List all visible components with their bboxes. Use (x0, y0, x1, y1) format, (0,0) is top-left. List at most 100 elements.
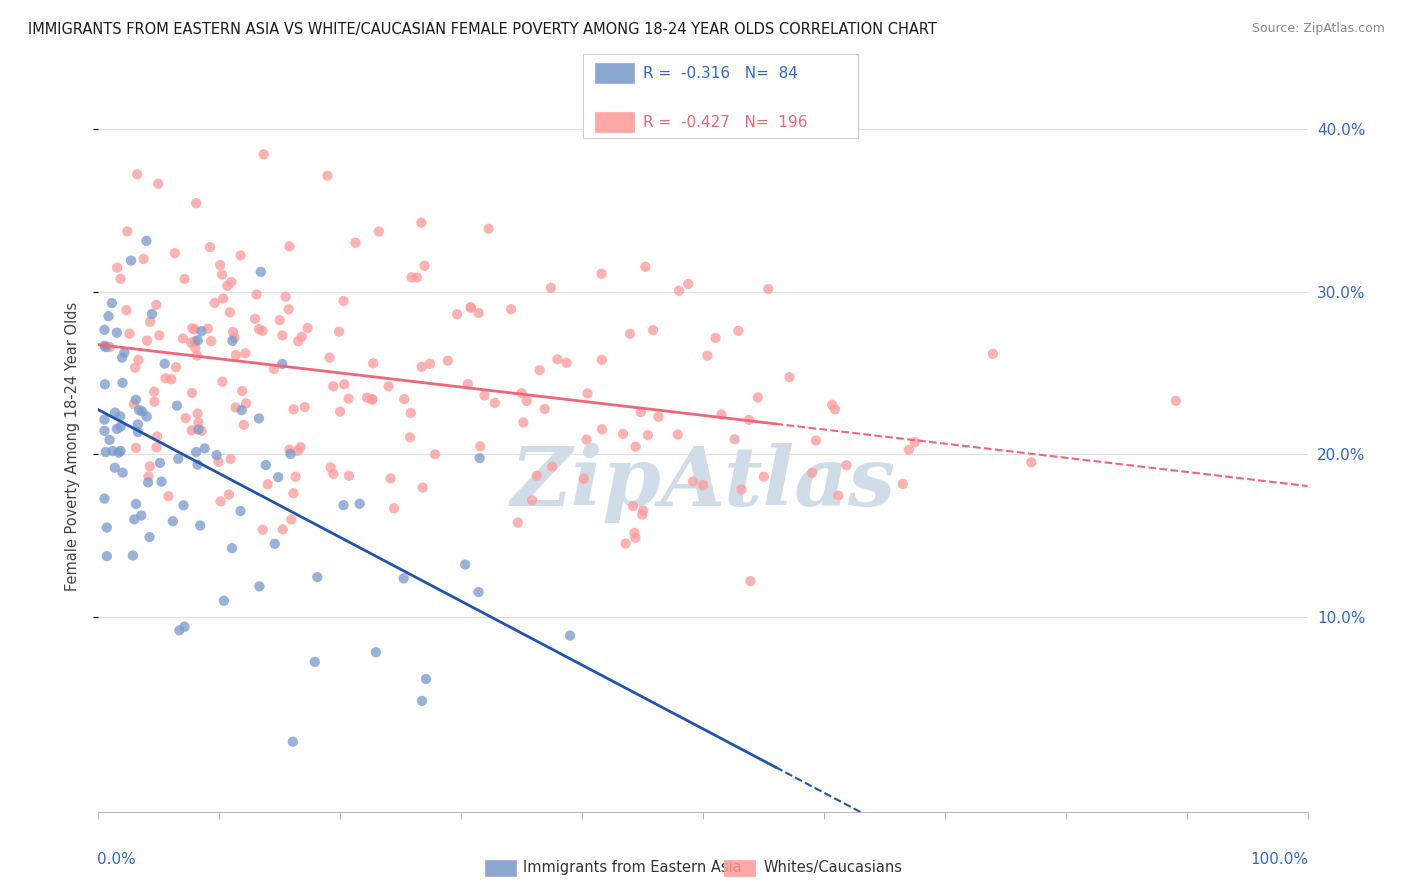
Point (827, 489, 849, 503)
Point (576, 386, 599, 401)
Point (145, 441, 167, 455)
Point (380, 471, 402, 485)
Point (128, 403, 150, 417)
Point (120, 253, 142, 268)
Point (454, 558, 477, 572)
Text: Whites/Caucasians: Whites/Caucasians (763, 861, 903, 875)
Point (187, 334, 209, 348)
Point (405, 270, 427, 285)
Point (399, 406, 422, 420)
Point (621, 499, 644, 513)
Y-axis label: Female Poverty Among 18-24 Year Olds: Female Poverty Among 18-24 Year Olds (65, 301, 80, 591)
Point (160, 372, 183, 386)
Point (283, 486, 305, 500)
Point (163, 246, 186, 260)
Point (110, 409, 132, 424)
Point (231, 384, 253, 398)
Point (243, 312, 266, 326)
Point (229, 248, 252, 262)
Point (738, 413, 761, 427)
Point (821, 398, 844, 412)
Point (93, 424, 115, 438)
Point (478, 221, 501, 235)
Point (249, 579, 271, 593)
Point (904, 435, 927, 450)
Point (271, 357, 294, 371)
Point (207, 455, 229, 469)
Point (105, 260, 128, 275)
Point (93, 323, 115, 337)
Point (333, 377, 356, 392)
Point (747, 390, 769, 404)
Point (125, 392, 148, 407)
Point (212, 292, 235, 306)
Point (319, 460, 342, 475)
Point (200, 334, 222, 348)
Point (415, 672, 437, 686)
Point (484, 396, 506, 410)
Point (167, 451, 190, 466)
Point (105, 422, 128, 436)
Point (280, 512, 302, 526)
Point (641, 323, 664, 337)
Point (307, 570, 329, 584)
Point (186, 349, 208, 363)
Point (94, 340, 117, 354)
Point (624, 440, 647, 454)
Point (724, 432, 747, 446)
Point (98, 433, 121, 447)
Point (231, 403, 253, 417)
Point (344, 235, 367, 250)
Point (125, 441, 148, 455)
Point (155, 371, 177, 385)
Point (254, 458, 277, 472)
Point (546, 352, 568, 367)
Point (423, 447, 446, 461)
Point (274, 290, 297, 304)
Point (105, 326, 128, 340)
Point (1019, 455, 1042, 469)
Point (512, 416, 534, 430)
Point (217, 278, 239, 293)
Text: Immigrants from Eastern Asia: Immigrants from Eastern Asia (523, 861, 742, 875)
Point (135, 234, 157, 248)
Point (145, 298, 167, 312)
Point (150, 475, 173, 489)
Point (558, 629, 581, 643)
Point (157, 489, 180, 503)
Point (143, 384, 166, 399)
Point (470, 439, 492, 453)
Point (1164, 393, 1187, 408)
Point (740, 574, 762, 588)
Point (467, 306, 489, 320)
Point (668, 284, 690, 298)
Text: R =  -0.316   N=  84: R = -0.316 N= 84 (643, 66, 797, 80)
Point (117, 224, 139, 238)
Point (221, 275, 243, 289)
Point (132, 252, 155, 266)
Point (110, 272, 132, 286)
Point (225, 401, 247, 415)
Point (467, 585, 489, 599)
Point (704, 331, 727, 345)
Point (624, 531, 647, 545)
Point (540, 281, 562, 295)
Point (181, 321, 204, 335)
Point (225, 348, 247, 362)
Point (516, 394, 538, 409)
Point (104, 460, 127, 475)
Point (211, 268, 233, 282)
Point (730, 483, 752, 497)
Point (224, 330, 246, 344)
Point (110, 419, 132, 434)
Point (591, 352, 613, 367)
Point (752, 469, 775, 483)
Point (332, 293, 354, 308)
Point (127, 417, 149, 432)
Point (222, 325, 245, 339)
Point (696, 349, 718, 363)
Point (804, 434, 827, 448)
Point (153, 357, 176, 371)
Point (267, 470, 290, 484)
Point (172, 331, 194, 345)
